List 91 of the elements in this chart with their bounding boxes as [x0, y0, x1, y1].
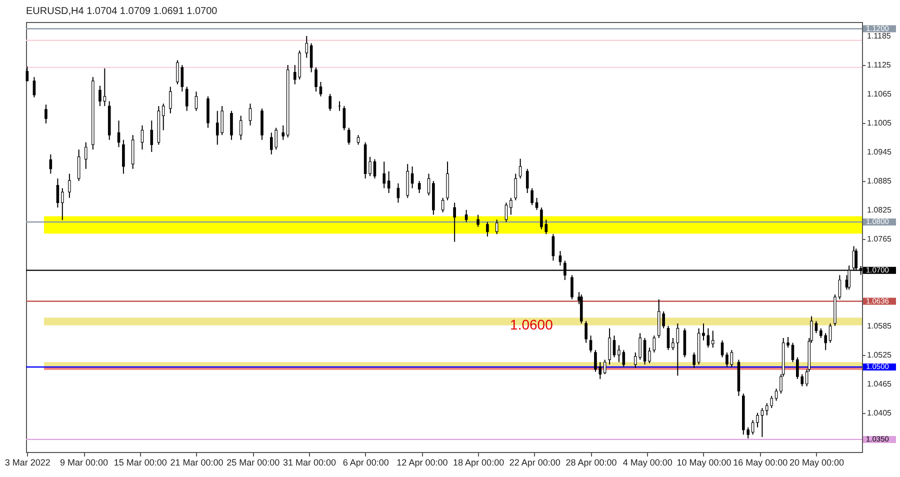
x-tick-label: 20 May 00:00 [789, 458, 844, 468]
candlestick [526, 168, 529, 194]
candlestick [169, 86, 172, 114]
candlestick [314, 66, 318, 92]
candlestick [584, 320, 588, 344]
candlestick [49, 154, 52, 174]
candlestick [652, 335, 656, 353]
x-tick-label: 16 May 00:00 [733, 458, 788, 468]
y-tick-label: 1.0885 [867, 176, 892, 186]
candlestick [44, 104, 48, 124]
candlestick [230, 110, 233, 140]
candlestick [838, 274, 842, 300]
candlestick [248, 103, 252, 126]
candlestick [751, 420, 754, 436]
y-tick-label: 1.0825 [867, 206, 892, 215]
y-tick-label: 1.1185 [867, 32, 892, 41]
chart-title: EURUSD,H4 1.0704 1.0709 1.0691 1.0700 [26, 6, 218, 17]
candlestick [643, 337, 646, 366]
candlestick [706, 328, 710, 348]
candlestick [760, 408, 764, 438]
candlestick [305, 36, 308, 58]
candlestick [328, 93, 332, 112]
candlestick [84, 142, 88, 170]
candlestick [61, 188, 64, 221]
y-tick-label: 1.1125 [867, 60, 892, 70]
candlestick [464, 209, 468, 223]
x-tick-label: 6 Apr 00:00 [342, 458, 389, 468]
x-tick-label: 10 May 00:00 [676, 458, 732, 468]
candlestick [239, 115, 242, 140]
y-tick-label: 1.0945 [867, 148, 892, 157]
candlestick [68, 173, 71, 198]
candlestick [495, 219, 498, 235]
candlestick [441, 197, 444, 213]
x-tick-label: 9 Mar 00:00 [60, 458, 108, 468]
candlestick [32, 76, 36, 98]
candlestick [150, 120, 154, 152]
candlestick [814, 320, 818, 334]
candlestick [711, 330, 714, 348]
candlestick [535, 197, 538, 210]
candlestick [692, 352, 696, 368]
y-tick-label: 1.0525 [867, 350, 892, 360]
candlestick [162, 103, 165, 131]
candlestick [342, 106, 346, 131]
x-tick-label: 22 Apr 00:00 [509, 458, 560, 468]
candlestick [319, 81, 322, 97]
x-tick-label: 28 Apr 00:00 [566, 458, 617, 468]
candlestick [518, 158, 522, 180]
candlestick [347, 127, 350, 146]
candlestick [510, 197, 512, 216]
candlestick [56, 178, 60, 208]
y-tick-label: 1.1065 [867, 90, 892, 99]
band-label: 1.0600 [510, 316, 554, 332]
candlestick [702, 322, 705, 341]
candlestick [476, 214, 480, 228]
candlestick [514, 173, 518, 201]
candlestick [558, 250, 562, 266]
x-tick-label: 4 May 00:00 [622, 458, 672, 468]
x-tick-label: 21 Mar 00:00 [170, 458, 224, 468]
candlestick [26, 66, 29, 82]
candlestick [453, 202, 456, 242]
candlestick [552, 234, 555, 262]
candlestick [122, 139, 125, 174]
candlestick [666, 325, 670, 351]
x-tick-label: 3 Mar 2022 [4, 458, 50, 468]
candlestick [282, 124, 285, 140]
candlestick [418, 180, 421, 194]
y-tick-label: 1.0465 [867, 379, 892, 388]
x-tick-label: 12 Apr 00:00 [396, 458, 448, 468]
candlestick [356, 134, 360, 146]
x-tick-label: 18 Apr 00:00 [453, 458, 504, 468]
candlestick [387, 170, 390, 194]
candlestick [648, 347, 651, 364]
candlestick [185, 86, 188, 112]
candlestick [756, 412, 759, 428]
y-tick-label: 1.0765 [867, 234, 892, 244]
candlestick [77, 149, 80, 182]
candlestick [194, 91, 198, 112]
x-tick-label: 31 Mar 00:00 [282, 458, 336, 468]
y-tick-label: 1.0585 [867, 322, 892, 330]
y-tick-label: 1.1005 [867, 118, 892, 128]
candlestick [486, 222, 489, 238]
candlestick [589, 335, 592, 353]
candlestick [608, 328, 611, 366]
candlestick [382, 161, 386, 189]
x-tick-label: 15 Mar 00:00 [114, 458, 167, 468]
candlestick [570, 274, 574, 300]
candlestick [530, 188, 534, 206]
y-tick-label: 1.0405 [867, 408, 892, 418]
x-tick-label: 25 Mar 00:00 [226, 458, 280, 468]
candlestick [427, 173, 430, 196]
candlestick [603, 359, 606, 375]
